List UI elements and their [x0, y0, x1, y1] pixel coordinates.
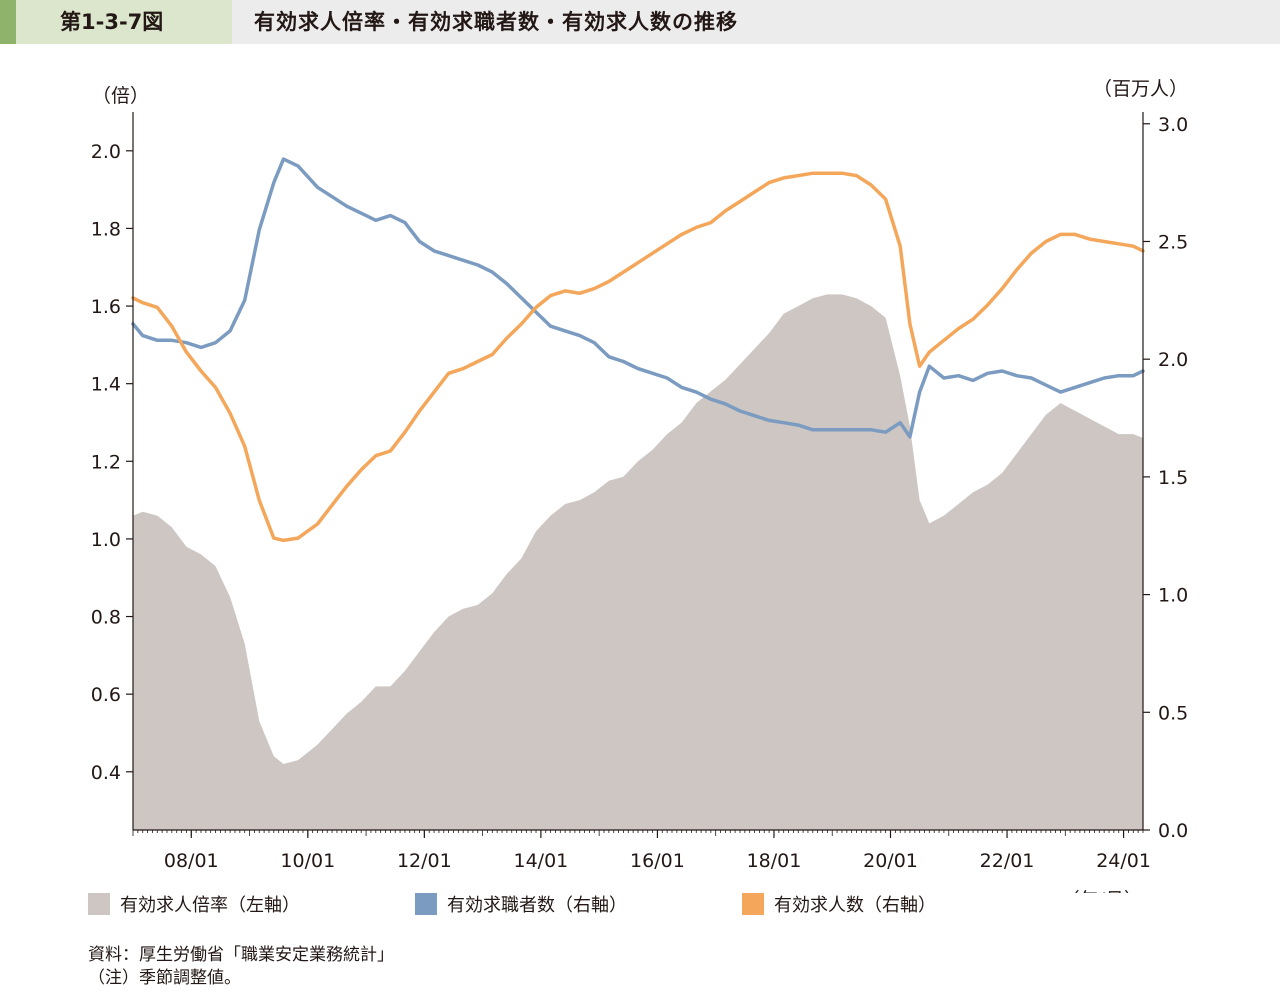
legend-swatch-openings	[742, 893, 764, 915]
x-tick-label: 18/01	[747, 850, 802, 872]
legend-item-openings: 有効求人数（右軸）	[742, 893, 936, 919]
legend-item-seekers: 有効求職者数（右軸）	[415, 893, 627, 919]
x-tick-label: 10/01	[280, 850, 335, 872]
right-tick-label: 2.0	[1158, 349, 1188, 371]
left-tick-label: 2.0	[91, 141, 121, 163]
left-tick-label: 1.6	[91, 296, 121, 318]
header-accent-bar	[0, 0, 16, 44]
right-tick-label: 2.5	[1158, 231, 1188, 253]
left-tick-label: 0.8	[91, 607, 121, 629]
left-tick-label: 0.4	[91, 762, 121, 784]
legend-swatch-seekers	[415, 893, 437, 915]
right-tick-label: 0.0	[1158, 820, 1188, 842]
job-openings-line	[131, 171, 1145, 543]
ratio-area	[133, 294, 1143, 830]
left-tick-label: 1.2	[91, 451, 121, 473]
job-seekers-line	[131, 157, 1145, 439]
legend-item-ratio: 有効求人倍率（左軸）	[88, 893, 300, 919]
x-tick-label: 14/01	[514, 850, 569, 872]
right-tick-label: 3.0	[1158, 114, 1188, 136]
right-tick-label: 0.5	[1158, 702, 1188, 724]
right-tick-label: 1.5	[1158, 467, 1188, 489]
x-tick-label: 22/01	[980, 850, 1035, 872]
x-axis-unit-label: （年/月）	[1061, 889, 1143, 893]
x-tick-label: 12/01	[397, 850, 452, 872]
figure-notes: 資料：厚生労働省「職業安定業務統計」 （注）季節調整値。	[88, 944, 394, 990]
x-tick-label: 24/01	[1096, 850, 1151, 872]
figure-header: 第1-3-7図 有効求人倍率・有効求職者数・有効求人数の推移	[0, 0, 1280, 44]
x-tick-label: 16/01	[630, 850, 685, 872]
season-note: （注）季節調整値。	[88, 968, 241, 988]
right-axis-unit-label: （百万人）	[1093, 78, 1188, 100]
left-tick-label: 1.4	[91, 374, 121, 396]
left-tick-label: 0.6	[91, 684, 121, 706]
legend-label-openings: 有効求人数（右軸）	[774, 895, 936, 916]
left-axis-unit-label: （倍）	[92, 85, 149, 107]
source-note: 資料：厚生労働省「職業安定業務統計」	[88, 945, 394, 965]
x-tick-label: 08/01	[164, 850, 219, 872]
figure-title: 有効求人倍率・有効求職者数・有効求人数の推移	[254, 10, 738, 34]
x-tick-label: 20/01	[863, 850, 918, 872]
chart-svg: 0.4 0.6 0.8 1.0 1.2 1.4 1.6 1.8 2.0 0.0 0.5 1.0 1.5 2…	[91, 78, 1188, 893]
left-tick-label: 1.0	[91, 529, 121, 551]
legend-label-ratio: 有効求人倍率（左軸）	[120, 895, 300, 916]
legend-label-seekers: 有効求職者数（右軸）	[447, 895, 627, 916]
left-tick-label: 1.8	[91, 218, 121, 240]
figure-number: 第1-3-7図	[16, 0, 232, 44]
right-tick-label: 1.0	[1158, 585, 1188, 607]
legend-swatch-ratio	[88, 893, 110, 915]
